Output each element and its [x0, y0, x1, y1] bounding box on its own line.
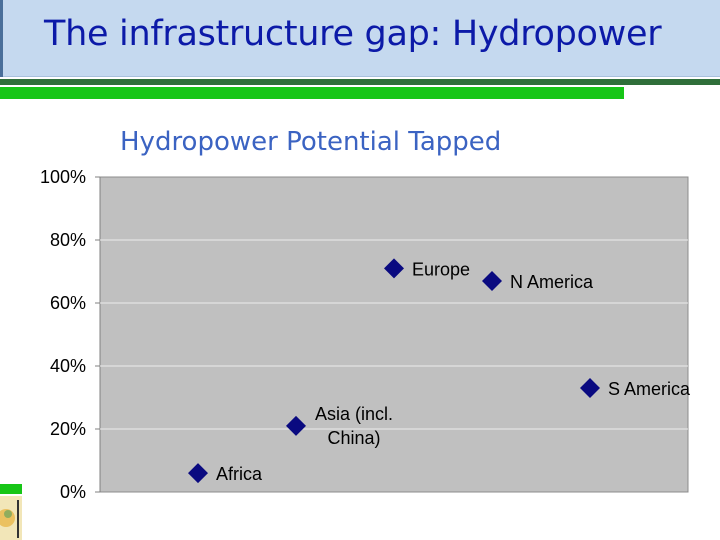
data-point-marker	[188, 463, 208, 484]
data-point-marker	[286, 415, 306, 436]
accent-divider-green	[0, 87, 624, 99]
slide-title: The infrastructure gap: Hydropower	[44, 14, 662, 54]
y-tick-label: 0%	[60, 482, 86, 502]
y-tick-label: 40%	[50, 356, 86, 376]
y-tick-label: 60%	[50, 293, 86, 313]
title-bar-edge	[0, 0, 3, 77]
hydropower-chart: Hydropower Potential Tapped 0% 20% 40% 60% 8…	[40, 127, 691, 502]
data-point-label: Europe	[412, 259, 470, 279]
y-tick-label: 100%	[40, 167, 86, 187]
data-point-label: S America	[608, 379, 691, 399]
logo-icon	[0, 484, 22, 540]
plot-area	[99, 176, 689, 493]
data-point-label: Asia (incl. China)	[315, 404, 393, 448]
chart-title: Hydropower Potential Tapped	[120, 127, 501, 157]
accent-divider-dark	[0, 79, 720, 85]
data-point-label: N America	[510, 272, 594, 292]
data-point-label: Africa	[216, 464, 263, 484]
y-tick-label: 80%	[50, 230, 86, 250]
data-point-marker	[482, 270, 502, 291]
data-point-marker	[580, 378, 600, 399]
y-tick-label: 20%	[50, 419, 86, 439]
data-point-marker	[384, 258, 404, 279]
title-bar: The infrastructure gap: Hydropower	[0, 0, 720, 77]
